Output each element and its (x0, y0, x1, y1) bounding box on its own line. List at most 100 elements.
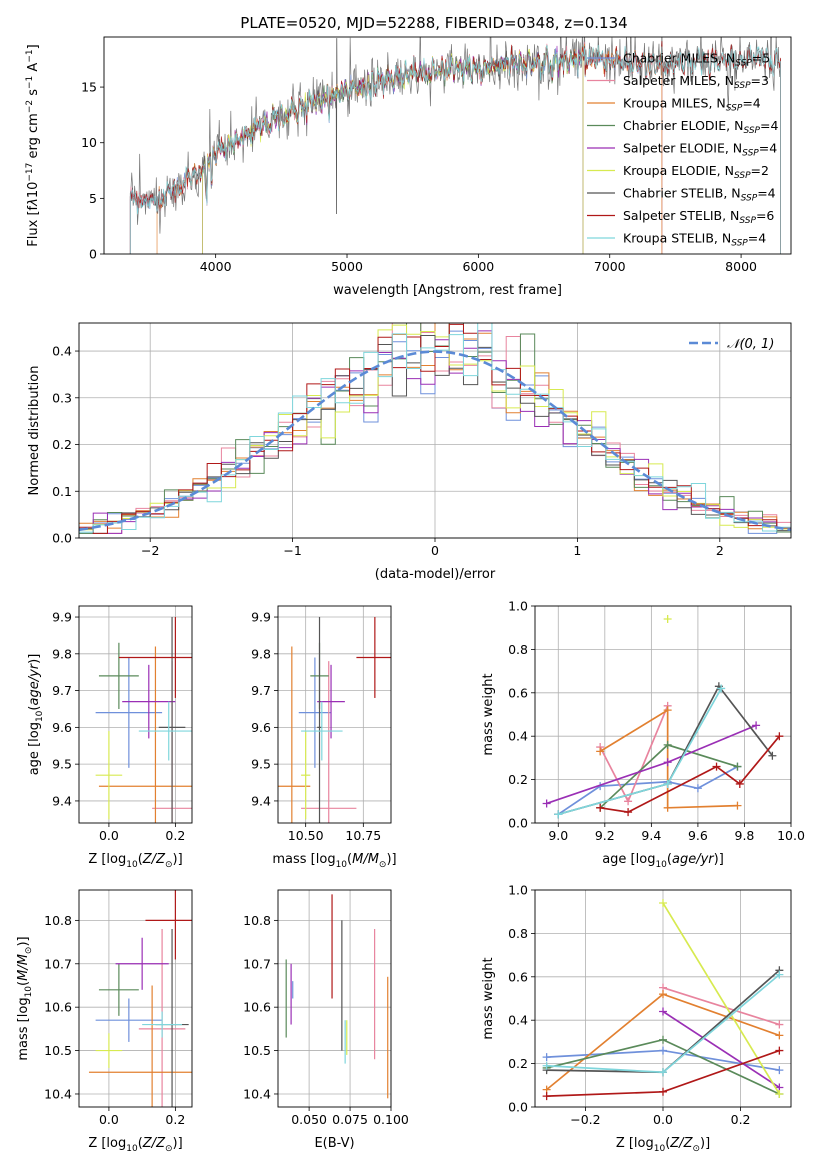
y-tick-label: 0.4 (52, 344, 72, 359)
errorbar-kroupa-miles (98, 646, 192, 823)
y-tick-label: 9.6 (52, 720, 72, 735)
y-tick-label: 10.5 (44, 1043, 72, 1058)
y-tick-label: 9.7 (52, 683, 72, 698)
y-axis-label: mass weight (481, 673, 496, 755)
errorbar-chabrier-stelib (158, 617, 186, 823)
y-tick-label: 0.0 (508, 816, 528, 831)
weight-marker (659, 1087, 667, 1096)
z-vs-age-panel: 0.0 0.2 9.4 9.5 9.6 9.7 9.8 9.9 Z [log10(Z/Z⊙)] a… (27, 605, 193, 870)
y-tick-label: 0.2 (52, 437, 72, 452)
weight-marker (542, 1061, 551, 1070)
weight-line (558, 688, 722, 816)
y-tick-label: 10.8 (44, 913, 72, 928)
weight-marker (733, 801, 742, 810)
residuals-histogram-panel: −2 −1 0 1 2 0.0 0.1 0.2 0.3 0.4 𝒩(0, 1) (data-model… (27, 322, 792, 582)
y-tick-label: 10.6 (44, 1000, 72, 1015)
weight-marker (554, 810, 563, 819)
weight-line (662, 986, 780, 1026)
axes: −0.2 0.0 0.2 0.0 0.2 0.4 0.6 0.8 1.0 (508, 883, 792, 1127)
x-tick-label: 0 (431, 543, 439, 558)
x-tick-label: 0.0 (99, 828, 119, 843)
y-tick-label: 0.1 (52, 484, 72, 499)
errorbar-chabrier-miles (95, 998, 163, 1042)
y-tick-label: 10.5 (243, 1043, 271, 1058)
x-tick-label: 9.6 (688, 828, 708, 843)
model-spectrum-chabrier-elodie (202, 45, 584, 254)
legend-entry-chabrier-elodie: Chabrier ELODIE, NSSP=4 (623, 118, 778, 136)
x-tick-label: 0.0 (99, 1112, 119, 1127)
weight-marker (659, 1068, 667, 1077)
y-tick-label: 0.2 (508, 1056, 528, 1071)
y-tick-label: 0.2 (508, 772, 528, 787)
errorbar-chabrier-elodie (98, 642, 139, 709)
legend-entry-kroupa-elodie: Kroupa ELODIE, NSSP=2 (623, 163, 769, 181)
x-axis-label: age [log10(age/yr)] (602, 852, 724, 870)
axes: 9.0 9.2 9.4 9.6 9.8 10.0 0.0 0.2 0.4 0.6 0.8 1.0 (508, 599, 805, 844)
y-tick-label: 10.8 (243, 913, 271, 928)
weight-marker (596, 747, 605, 756)
y-tick-label: 9.4 (52, 793, 72, 808)
plot-area (79, 323, 791, 538)
plot-area (95, 617, 192, 823)
weight-marker (624, 808, 633, 817)
z-vs-mass-panel: 0.0 0.2 10.4 10.5 10.6 10.7 10.8 Z [log10(Z/Z⊙)… (16, 889, 193, 1154)
weight-series-salpeter-stelib (596, 732, 784, 817)
y-tick-label: 15 (81, 80, 97, 95)
weight-marker (542, 1053, 551, 1062)
x-tick-label: 5000 (331, 259, 363, 274)
weight-marker (596, 803, 605, 812)
weight-series-chabrier-stelib (554, 682, 777, 819)
y-tick-label: 5 (89, 191, 97, 206)
y-tick-label: 0.8 (508, 926, 528, 941)
y-tick-label: 10 (81, 135, 97, 150)
weight-series-kroupa-elodie (659, 899, 784, 1098)
axes-frame (534, 605, 792, 824)
weight-marker (663, 758, 672, 767)
x-axis-label: Z [log10(Z/Z⊙)] (88, 852, 182, 870)
y-tick-label: 10.4 (243, 1086, 271, 1101)
errorbar-salpeter-elodie (115, 937, 169, 990)
errorbar-kroupa-miles (88, 985, 192, 1107)
errorbar-kroupa-miles (278, 646, 311, 823)
x-tick-label: 10.50 (288, 828, 324, 843)
y-tick-label: 9.5 (52, 757, 72, 772)
errorbar-kroupa-stelib (301, 701, 343, 761)
legend-entry-kroupa-stelib: Kroupa STELIB, NSSP=4 (623, 231, 766, 249)
x-tick-label: 2 (716, 543, 724, 558)
legend-entry-salpeter-miles: Salpeter MILES, NSSP=3 (623, 73, 769, 91)
weight-series-salpeter-elodie (659, 1007, 784, 1092)
y-tick-label: 10.7 (243, 956, 271, 971)
weight-marker (663, 803, 672, 812)
data-spike (335, 38, 338, 214)
x-tick-label: 10.75 (345, 828, 381, 843)
y-axis-label: mass weight (481, 957, 496, 1039)
weight-marker (663, 615, 672, 624)
weight-marker (775, 1031, 784, 1040)
errorbar-chabrier-miles (298, 657, 332, 768)
plot-area (542, 615, 784, 819)
y-tick-label: 9.8 (251, 646, 271, 661)
x-tick-label: 6000 (462, 259, 494, 274)
legend: Chabrier MILES, NSSP=5 Salpeter MILES, NS… (587, 51, 778, 249)
weight-marker (659, 1007, 667, 1016)
grid (278, 606, 391, 823)
weight-line (662, 1010, 780, 1089)
weight-marker (659, 1046, 667, 1055)
weight-series-kroupa-stelib (554, 684, 726, 819)
x-tick-label: −1 (283, 543, 301, 558)
x-tick-label: 0.0 (653, 1112, 673, 1127)
errorbar-salpeter-stelib (145, 890, 192, 960)
legend-entry-chabrier-stelib: Chabrier STELIB, NSSP=4 (623, 186, 776, 204)
spectrum-panel: 4000 5000 6000 7000 8000 0 5 10 15 wavelength [An… (25, 36, 792, 298)
y-tick-label: 9.9 (52, 610, 72, 625)
x-axis-label: E(B-V) (314, 1136, 354, 1151)
weight-marker (717, 684, 726, 693)
axes-frame (277, 605, 392, 824)
y-axis-label: age [log10(age/yr)] (27, 654, 45, 776)
weight-marker (775, 970, 784, 979)
weight-marker (775, 1089, 784, 1098)
legend-entry-salpeter-elodie: Salpeter ELODIE, NSSP=4 (623, 141, 777, 159)
errorbar-kroupa-elodie (95, 1033, 123, 1068)
errorbar-salpeter-stelib (118, 617, 192, 698)
